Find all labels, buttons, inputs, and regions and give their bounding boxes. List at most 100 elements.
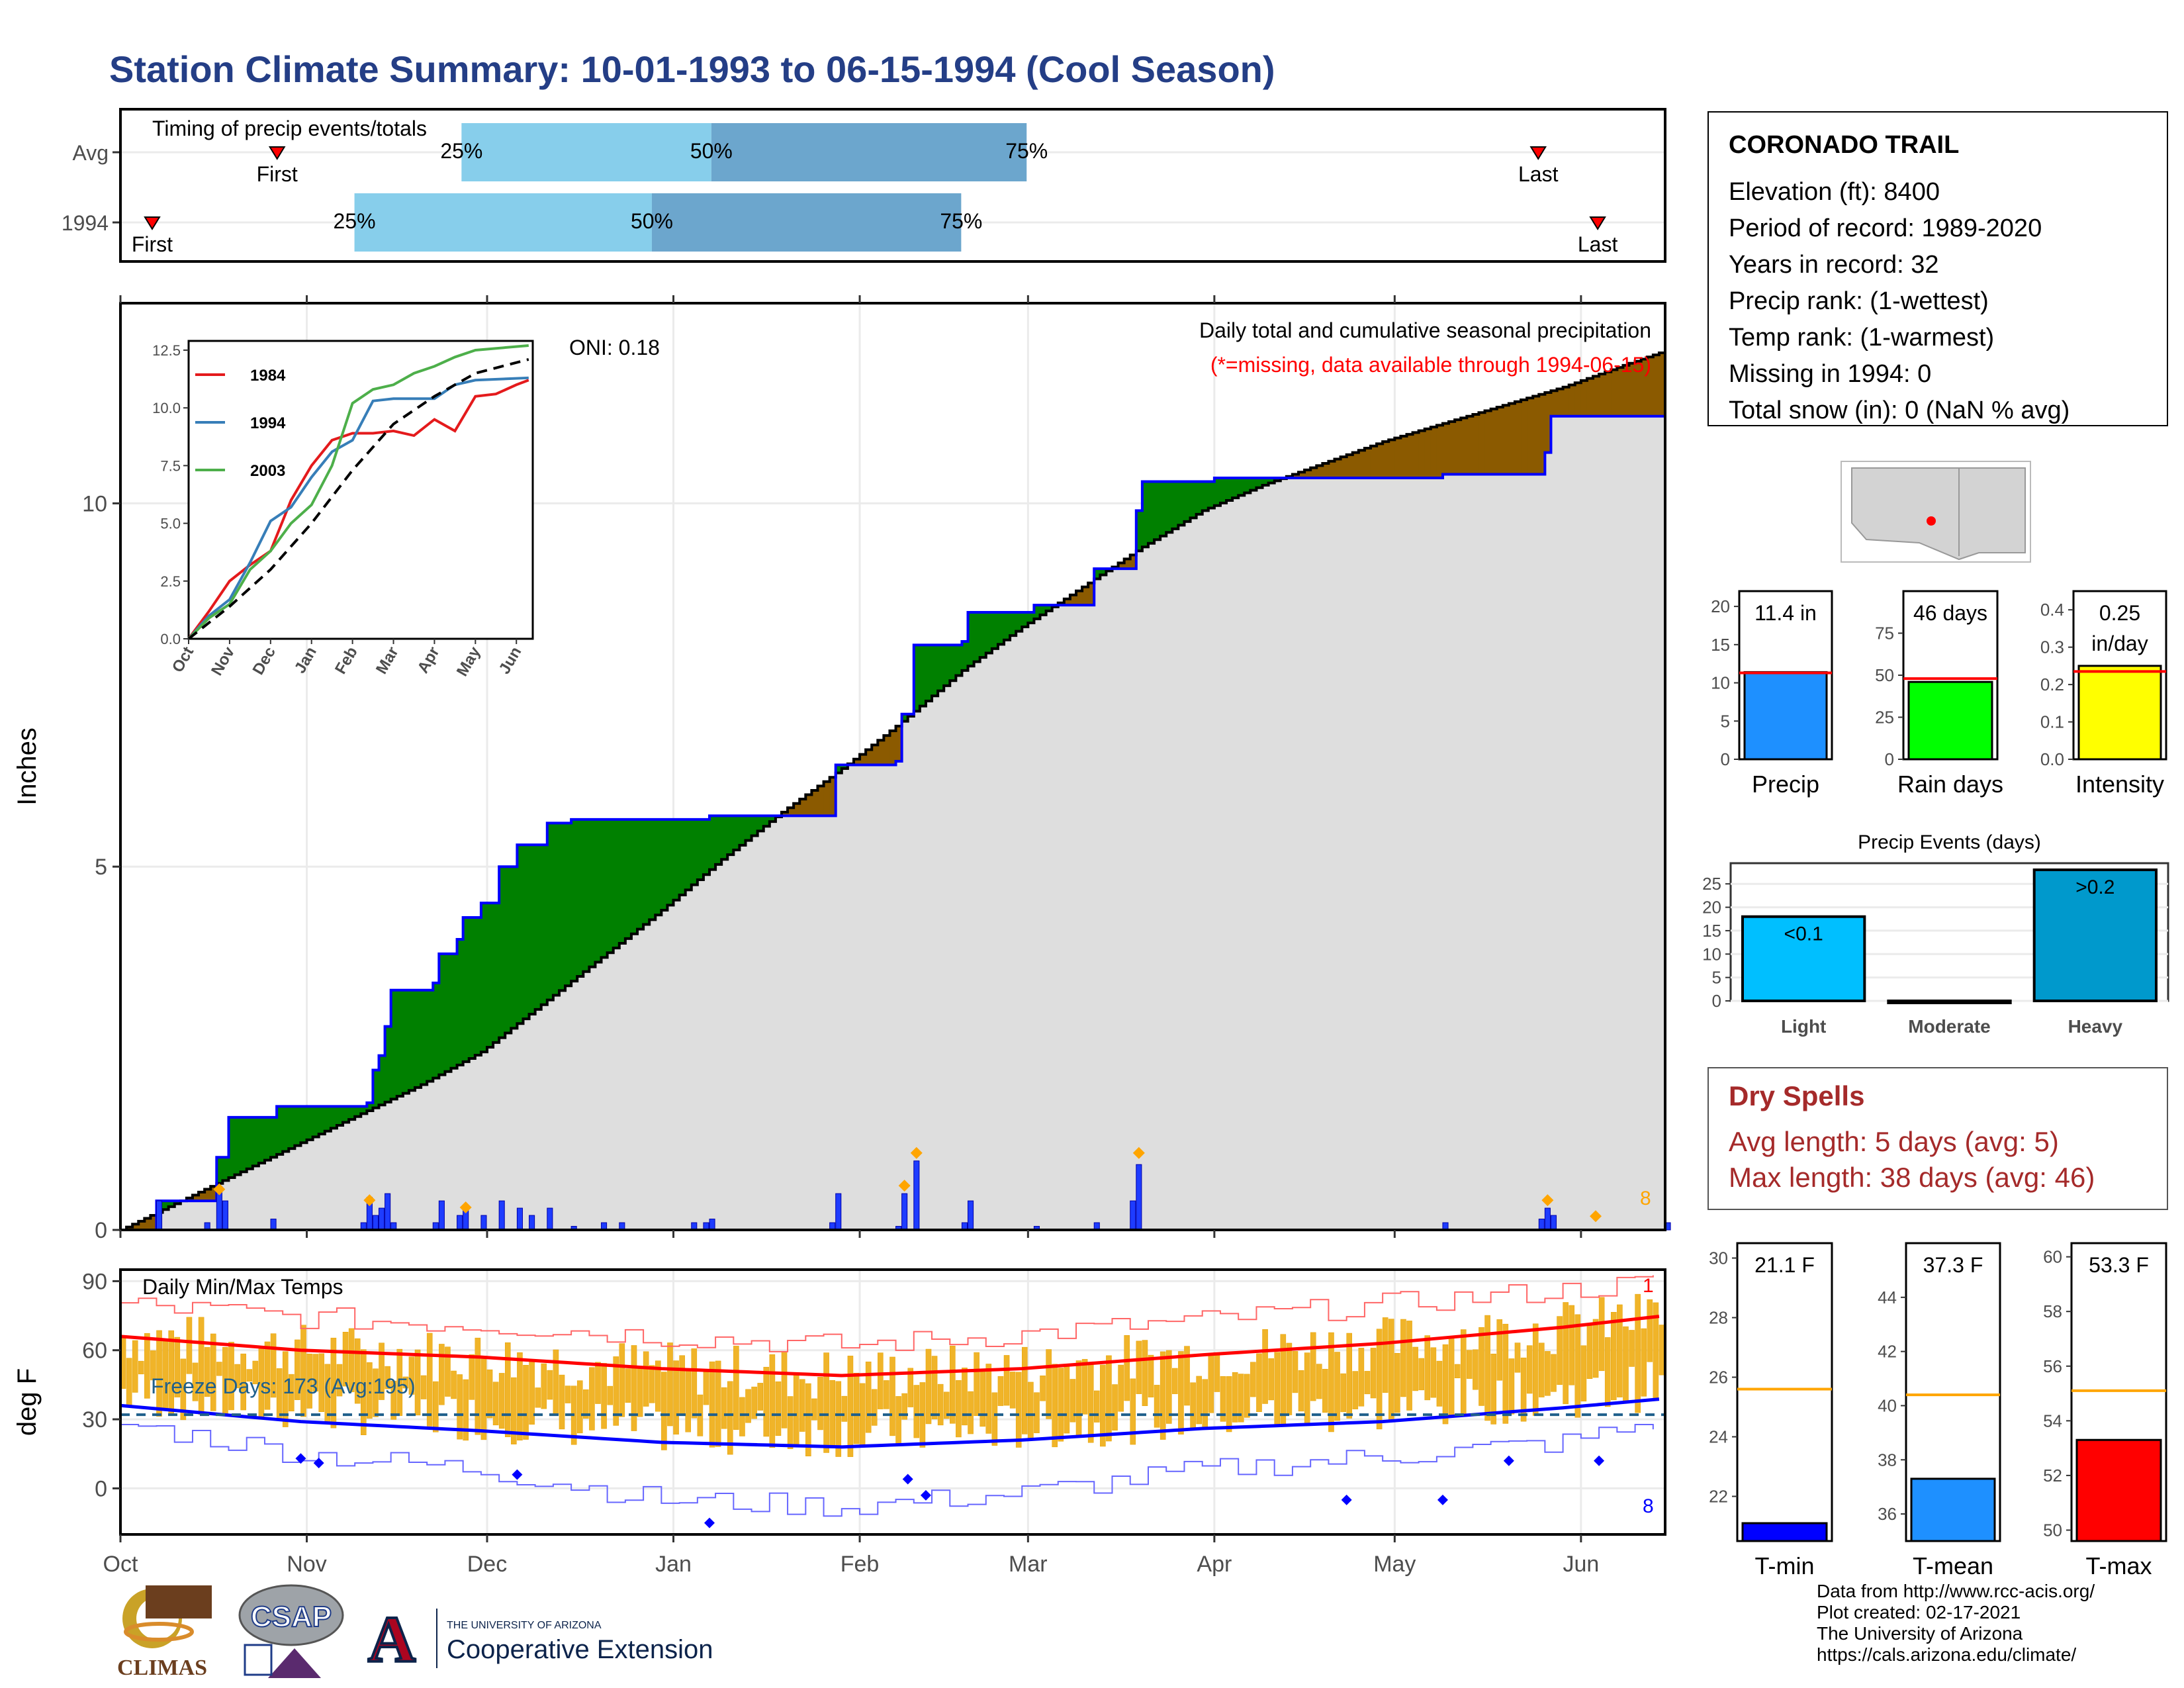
precip-cumulative-fill [1383, 477, 1389, 1230]
precip-cumulative-fill [1508, 474, 1516, 1230]
precip-cumulative-fill [330, 1128, 338, 1230]
daily-temp-bar [342, 1332, 349, 1387]
daily-temp-bar [1334, 1352, 1340, 1421]
daily-temp-bar [691, 1348, 698, 1419]
daily-temp-bar [1274, 1352, 1281, 1425]
daily-temp-bar [715, 1360, 721, 1447]
precip-cumulative-fill [1226, 500, 1233, 1231]
daily-temp-bar [979, 1368, 986, 1427]
timing-bar-q50-q75 [711, 123, 1027, 181]
precip-departure-fill [1034, 605, 1041, 619]
daily-temp-bar [721, 1387, 727, 1429]
daily-precip-bar [379, 1207, 385, 1231]
precip-cumulative-fill [794, 816, 800, 1230]
daily-temp-bar [1196, 1376, 1202, 1425]
daily-temp-bar [1551, 1354, 1557, 1392]
temps-xtick-label: Jan [655, 1552, 692, 1577]
station-period: Period of record: 1989-2020 [1729, 214, 2042, 242]
precip-departure-fill [589, 819, 596, 967]
gauge-ytick-label: 15 [1711, 635, 1730, 655]
precip-departure-fill [264, 1117, 271, 1160]
precip-departure-fill [1028, 612, 1035, 623]
timing-marker-label: First [132, 232, 173, 256]
csap-logo[interactable]: CSAP [232, 1579, 351, 1685]
gauge-ytick-label: 44 [1878, 1288, 1897, 1307]
precip-departure-fill [661, 819, 668, 911]
daily-precip-bar [372, 1215, 379, 1231]
precip-departure-fill [1611, 369, 1617, 416]
daily-temp-bar [246, 1369, 253, 1382]
uofa-letter: A [368, 1603, 416, 1675]
precip-cumulative-fill [535, 1009, 542, 1230]
gauge-ytick-label: 24 [1709, 1427, 1728, 1447]
daily-temp-bar [1160, 1351, 1166, 1440]
precip-departure-fill [1298, 472, 1305, 478]
precip-cumulative-fill [1178, 525, 1185, 1230]
precip-departure-fill [547, 823, 554, 1000]
daily-precip-bar [901, 1193, 908, 1231]
precip-departure-fill [1022, 612, 1028, 627]
daily-temp-bar [1124, 1335, 1130, 1401]
daily-temp-bar [1148, 1354, 1154, 1397]
precip-departure-fill [1226, 477, 1233, 501]
precip-cumulative-fill [997, 644, 1005, 1230]
daily-temp-bar [312, 1354, 318, 1391]
dry-spells-avg: Avg length: 5 days (avg: 5) [1729, 1126, 2059, 1157]
precip-cumulative-fill [817, 816, 825, 1230]
daily-temp-bar [685, 1369, 692, 1432]
daily-temp-bar [1280, 1334, 1287, 1425]
uofa-logo[interactable]: A THE UNIVERSITY OF ARIZONA Cooperative … [361, 1601, 745, 1677]
precip-departure-fill [956, 645, 963, 676]
daily-temp-bar [420, 1375, 427, 1399]
gauge-value-label-2: in/day [2091, 632, 2148, 655]
daily-temp-bar [673, 1360, 679, 1435]
precip-cumulative-fill [974, 661, 981, 1230]
gauge-ytick-label: 56 [2043, 1356, 2062, 1376]
daily-temp-bar [733, 1346, 739, 1430]
precip-departure-fill [258, 1117, 265, 1164]
daily-precip-bar [222, 1200, 228, 1231]
climas-logo[interactable]: CLIMAS [106, 1582, 218, 1681]
daily-temp-bar [408, 1356, 415, 1395]
precip-cumulative-fill [324, 1131, 332, 1230]
precip-cumulative-fill [751, 835, 758, 1230]
daily-precip-bar [1130, 1200, 1136, 1231]
uofa-big-text: Cooperative Extension [447, 1635, 713, 1664]
precip-cumulative-fill [1611, 416, 1617, 1230]
precip-cumulative-fill [174, 1203, 181, 1230]
gauge-value-bar [1910, 1477, 1996, 1542]
precip-departure-fill [1016, 612, 1023, 632]
precip-cumulative-fill [445, 1071, 452, 1230]
daily-temp-bar [1502, 1323, 1509, 1424]
precip-departure-fill [962, 641, 969, 671]
daily-temp-bar [300, 1325, 306, 1417]
inset-ytick-label: 2.5 [160, 573, 181, 590]
precip-departure-fill [541, 845, 548, 1005]
precip-departure-fill [1527, 398, 1533, 475]
daily-temp-bar [373, 1368, 379, 1417]
precip-departure-fill [1166, 481, 1173, 533]
oni-label: ONI: 0.18 [569, 336, 660, 359]
precip-departure-fill [132, 1224, 139, 1230]
precip-cumulative-fill [866, 765, 872, 1230]
daily-temp-bar [1172, 1368, 1178, 1394]
precip-cumulative-fill [643, 924, 650, 1230]
station-precip-rank: Precip rank: (1-wettest) [1729, 287, 1989, 315]
daily-temp-bar [1358, 1348, 1365, 1407]
precip-cumulative-fill [300, 1143, 308, 1230]
inset-ytick-label: 5.0 [160, 516, 181, 532]
daily-temp-bar [576, 1380, 583, 1434]
precip-cumulative-fill [1250, 490, 1257, 1230]
daily-temp-bar [1430, 1347, 1437, 1398]
daily-temp-bar [997, 1376, 1004, 1406]
daily-temp-bar [775, 1381, 782, 1436]
daily-temp-bar [805, 1383, 811, 1456]
precip-departure-fill [330, 1106, 338, 1129]
precip-departure-fill [205, 1189, 211, 1201]
precip-departure-fill [306, 1106, 314, 1140]
precip-cumulative-fill [228, 1177, 236, 1230]
precip-departure-fill [174, 1201, 181, 1204]
precip-cumulative-fill [541, 1004, 548, 1230]
precip-departure-fill [968, 612, 975, 667]
daily-temp-bar [1460, 1329, 1467, 1415]
